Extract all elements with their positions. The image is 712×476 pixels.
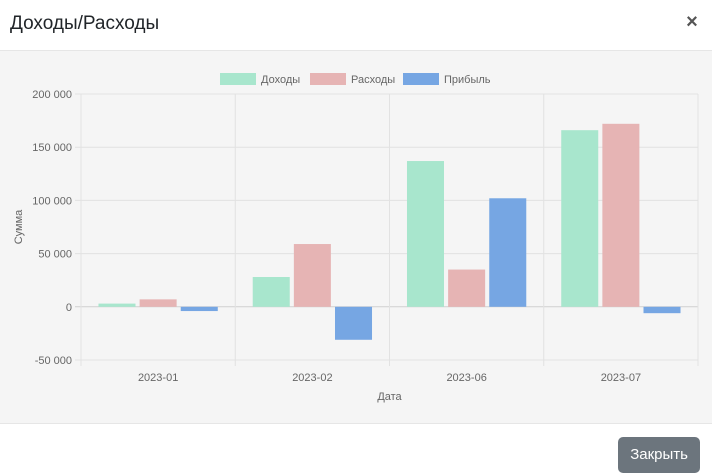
x-tick-label: 2023-07 [601,372,641,384]
bar-expense [139,299,177,307]
x-tick-label: 2023-01 [138,372,178,384]
legend-swatch [403,73,439,85]
close-button[interactable]: Закрыть [618,437,700,473]
x-axis-title: Дата [377,391,402,403]
y-tick-label: 50 000 [38,249,72,261]
modal-footer: Закрыть [0,423,712,476]
legend-label: Расходы [351,74,395,86]
bar-income [98,303,136,307]
modal-body: -50 000 0 50 000 100 000 150 000 200 000 2023-… [0,51,712,423]
bar-expense [448,269,486,307]
income-expense-chart: -50 000 0 50 000 100 000 150 000 200 000 2023-… [13,73,699,403]
y-tick-label: 150 000 [32,142,72,154]
y-tick-label: 100 000 [32,195,72,207]
x-tick-label: 2023-06 [446,372,486,384]
close-icon[interactable]: × [686,11,698,33]
y-axis-title: Сумма [13,209,25,244]
bar-profit [643,306,681,314]
legend-swatch [220,73,256,85]
bar-income [406,161,445,307]
bar-profit [334,306,373,340]
bar-income [561,130,599,307]
modal-header: Доходы/Расходы × [0,0,712,51]
legend-swatch [310,73,346,85]
modal-title: Доходы/Расходы [10,13,160,34]
legend-label: Прибыль [444,74,491,86]
bar-expense [602,123,640,307]
bar-expense [293,244,331,307]
bar-profit [180,306,218,312]
legend-label: Доходы [261,74,300,86]
x-tick-label: 2023-02 [292,372,332,384]
y-tick-label: -50 000 [35,355,72,367]
y-tick-label: 0 [66,302,72,314]
y-tick-label: 200 000 [32,89,72,101]
bar-income [252,277,290,307]
bar-profit [489,198,527,307]
